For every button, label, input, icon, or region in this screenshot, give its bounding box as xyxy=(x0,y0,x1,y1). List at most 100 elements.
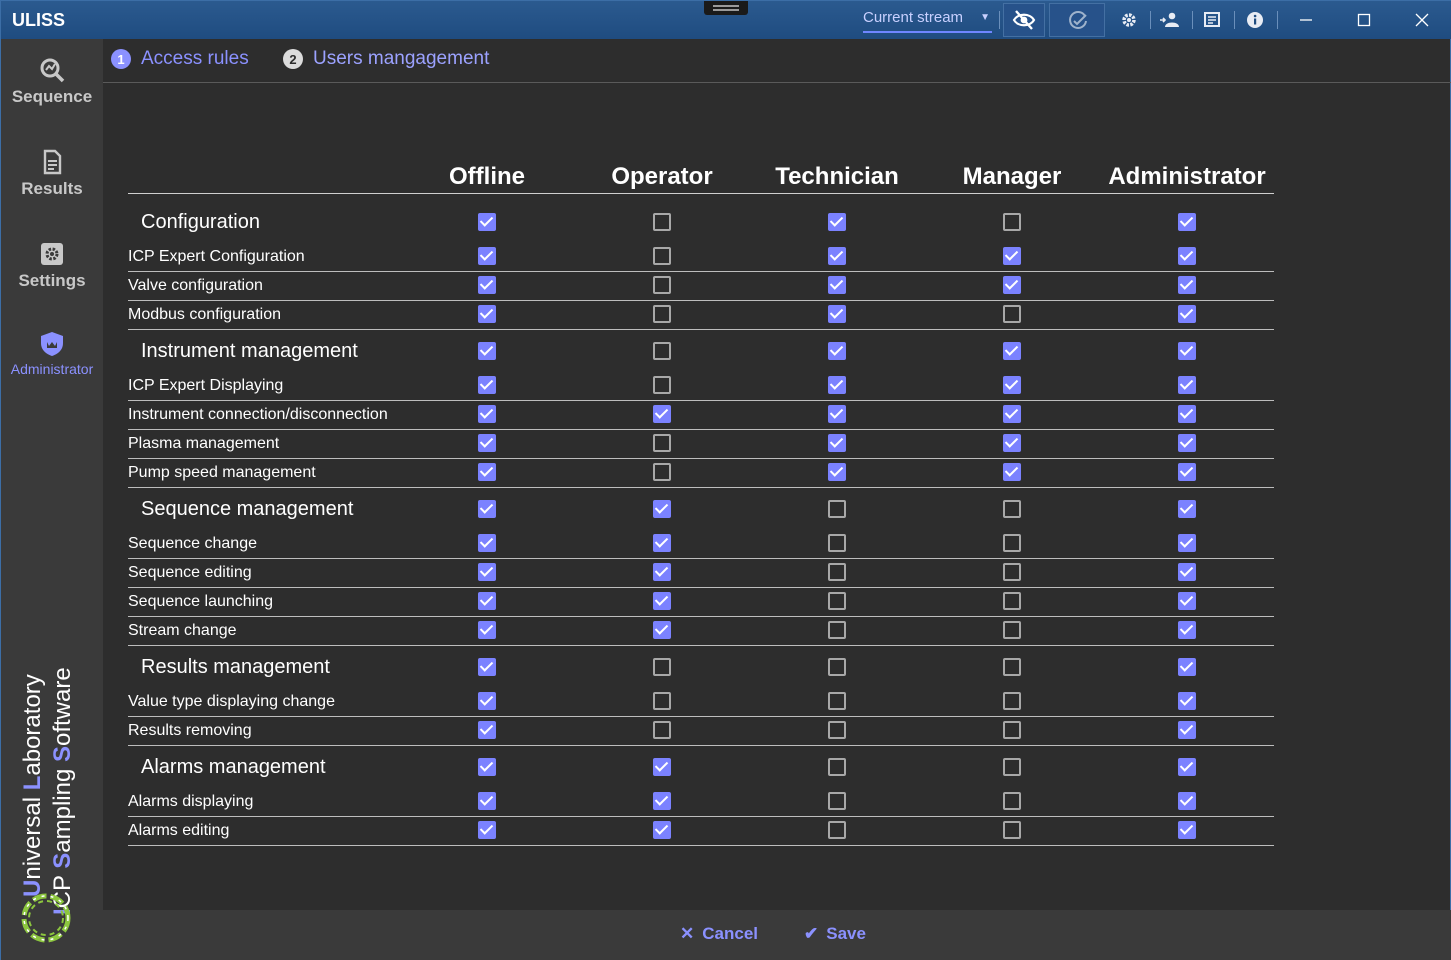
permission-checkbox-administrator[interactable] xyxy=(1178,721,1196,739)
notes-icon[interactable] xyxy=(1201,9,1223,31)
permission-checkbox-manager[interactable] xyxy=(1003,342,1021,360)
permission-checkbox-administrator[interactable] xyxy=(1178,563,1196,581)
permission-checkbox-manager[interactable] xyxy=(1003,500,1021,518)
permission-checkbox-operator[interactable] xyxy=(653,247,671,265)
permission-checkbox-operator[interactable] xyxy=(653,305,671,323)
permission-checkbox-operator[interactable] xyxy=(653,692,671,710)
permission-checkbox-operator[interactable] xyxy=(653,500,671,518)
permission-checkbox-manager[interactable] xyxy=(1003,213,1021,231)
permission-checkbox-offline[interactable] xyxy=(478,376,496,394)
permission-checkbox-manager[interactable] xyxy=(1003,376,1021,394)
permission-checkbox-administrator[interactable] xyxy=(1178,692,1196,710)
permission-checkbox-manager[interactable] xyxy=(1003,534,1021,552)
validate-button[interactable] xyxy=(1049,3,1105,37)
permission-checkbox-administrator[interactable] xyxy=(1178,276,1196,294)
stream-select[interactable]: Current stream ▼ xyxy=(863,7,992,33)
visibility-toggle[interactable] xyxy=(1003,3,1045,37)
permission-checkbox-manager[interactable] xyxy=(1003,247,1021,265)
permission-checkbox-offline[interactable] xyxy=(478,463,496,481)
permission-checkbox-administrator[interactable] xyxy=(1178,342,1196,360)
permission-checkbox-manager[interactable] xyxy=(1003,463,1021,481)
permission-checkbox-operator[interactable] xyxy=(653,213,671,231)
permission-checkbox-operator[interactable] xyxy=(653,563,671,581)
permission-checkbox-technician[interactable] xyxy=(828,692,846,710)
permission-checkbox-manager[interactable] xyxy=(1003,692,1021,710)
permission-checkbox-technician[interactable] xyxy=(828,500,846,518)
permission-checkbox-offline[interactable] xyxy=(478,247,496,265)
permission-checkbox-technician[interactable] xyxy=(828,405,846,423)
permission-checkbox-technician[interactable] xyxy=(828,276,846,294)
permission-checkbox-operator[interactable] xyxy=(653,463,671,481)
permission-checkbox-operator[interactable] xyxy=(653,792,671,810)
permission-checkbox-operator[interactable] xyxy=(653,534,671,552)
permission-checkbox-manager[interactable] xyxy=(1003,792,1021,810)
sidebar-item-sequence[interactable]: Sequence xyxy=(1,57,103,107)
permission-checkbox-manager[interactable] xyxy=(1003,621,1021,639)
permission-checkbox-offline[interactable] xyxy=(478,792,496,810)
users-icon[interactable] xyxy=(1159,9,1181,31)
permission-checkbox-administrator[interactable] xyxy=(1178,792,1196,810)
permission-checkbox-administrator[interactable] xyxy=(1178,534,1196,552)
permission-checkbox-administrator[interactable] xyxy=(1178,305,1196,323)
permission-checkbox-operator[interactable] xyxy=(653,342,671,360)
permission-checkbox-manager[interactable] xyxy=(1003,305,1021,323)
permission-checkbox-administrator[interactable] xyxy=(1178,376,1196,394)
permission-checkbox-offline[interactable] xyxy=(478,342,496,360)
tab-access-rules[interactable]: 1 Access rules xyxy=(111,48,249,70)
gear-icon[interactable] xyxy=(1118,9,1140,31)
permission-checkbox-operator[interactable] xyxy=(653,658,671,676)
permission-checkbox-offline[interactable] xyxy=(478,305,496,323)
permission-checkbox-technician[interactable] xyxy=(828,821,846,839)
permission-checkbox-operator[interactable] xyxy=(653,758,671,776)
permission-checkbox-manager[interactable] xyxy=(1003,276,1021,294)
permission-checkbox-technician[interactable] xyxy=(828,213,846,231)
permission-checkbox-offline[interactable] xyxy=(478,434,496,452)
permission-checkbox-operator[interactable] xyxy=(653,434,671,452)
permission-checkbox-technician[interactable] xyxy=(828,621,846,639)
permission-checkbox-administrator[interactable] xyxy=(1178,758,1196,776)
permission-checkbox-offline[interactable] xyxy=(478,621,496,639)
maximize-icon[interactable] xyxy=(1353,9,1375,31)
permission-checkbox-technician[interactable] xyxy=(828,563,846,581)
permission-checkbox-operator[interactable] xyxy=(653,721,671,739)
permission-checkbox-manager[interactable] xyxy=(1003,721,1021,739)
permission-checkbox-offline[interactable] xyxy=(478,658,496,676)
minimize-icon[interactable] xyxy=(1295,9,1317,31)
permission-checkbox-operator[interactable] xyxy=(653,405,671,423)
permission-checkbox-technician[interactable] xyxy=(828,305,846,323)
drag-handle[interactable] xyxy=(704,1,748,15)
permission-checkbox-offline[interactable] xyxy=(478,276,496,294)
permission-checkbox-technician[interactable] xyxy=(828,376,846,394)
permission-checkbox-administrator[interactable] xyxy=(1178,434,1196,452)
permission-checkbox-technician[interactable] xyxy=(828,721,846,739)
permission-checkbox-technician[interactable] xyxy=(828,534,846,552)
permission-checkbox-technician[interactable] xyxy=(828,758,846,776)
permission-checkbox-manager[interactable] xyxy=(1003,821,1021,839)
close-icon[interactable] xyxy=(1411,9,1433,31)
permission-checkbox-administrator[interactable] xyxy=(1178,821,1196,839)
permission-checkbox-manager[interactable] xyxy=(1003,563,1021,581)
permission-checkbox-manager[interactable] xyxy=(1003,758,1021,776)
permission-checkbox-offline[interactable] xyxy=(478,534,496,552)
save-button[interactable]: ✔ Save xyxy=(804,924,866,944)
sidebar-item-settings[interactable]: Settings xyxy=(1,241,103,291)
permission-checkbox-manager[interactable] xyxy=(1003,434,1021,452)
permission-checkbox-offline[interactable] xyxy=(478,721,496,739)
permission-checkbox-administrator[interactable] xyxy=(1178,213,1196,231)
permission-checkbox-technician[interactable] xyxy=(828,792,846,810)
permission-checkbox-offline[interactable] xyxy=(478,500,496,518)
permission-checkbox-administrator[interactable] xyxy=(1178,592,1196,610)
permission-checkbox-manager[interactable] xyxy=(1003,592,1021,610)
permission-checkbox-administrator[interactable] xyxy=(1178,463,1196,481)
permission-checkbox-offline[interactable] xyxy=(478,405,496,423)
permission-checkbox-technician[interactable] xyxy=(828,434,846,452)
permission-checkbox-administrator[interactable] xyxy=(1178,621,1196,639)
permission-checkbox-administrator[interactable] xyxy=(1178,405,1196,423)
permission-checkbox-offline[interactable] xyxy=(478,692,496,710)
permission-checkbox-technician[interactable] xyxy=(828,247,846,265)
permission-checkbox-administrator[interactable] xyxy=(1178,500,1196,518)
permission-checkbox-operator[interactable] xyxy=(653,376,671,394)
permission-checkbox-offline[interactable] xyxy=(478,821,496,839)
permission-checkbox-technician[interactable] xyxy=(828,658,846,676)
tab-users-management[interactable]: 2 Users mangagement xyxy=(283,48,489,70)
